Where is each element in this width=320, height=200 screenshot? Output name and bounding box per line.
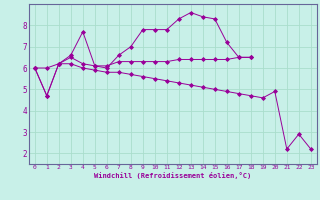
X-axis label: Windchill (Refroidissement éolien,°C): Windchill (Refroidissement éolien,°C) (94, 172, 252, 179)
